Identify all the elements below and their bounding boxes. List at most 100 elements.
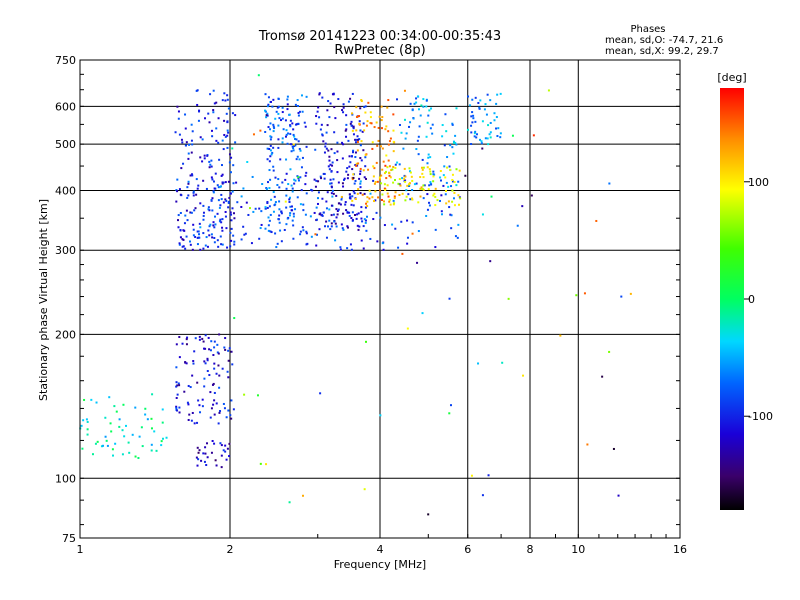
data-point	[445, 181, 448, 184]
data-point	[393, 197, 396, 200]
data-point	[209, 391, 212, 394]
data-point	[215, 464, 218, 467]
data-point	[114, 442, 117, 445]
data-point	[190, 139, 193, 142]
data-point	[331, 195, 334, 198]
data-point	[459, 197, 462, 200]
y-tick-label: 500	[55, 138, 76, 151]
data-point	[199, 136, 202, 139]
data-point	[381, 147, 384, 150]
data-point	[207, 112, 210, 115]
data-point	[388, 174, 391, 177]
data-point	[442, 184, 445, 187]
data-point	[358, 115, 361, 118]
data-point	[299, 176, 302, 179]
data-point	[342, 143, 345, 146]
data-point	[82, 419, 85, 422]
data-point	[192, 190, 195, 193]
data-point	[351, 211, 354, 214]
data-point	[288, 501, 291, 504]
data-point	[232, 408, 235, 411]
data-point	[283, 228, 286, 231]
data-point	[403, 118, 406, 121]
data-point	[448, 297, 451, 300]
data-point	[330, 182, 333, 185]
data-point	[198, 335, 201, 338]
data-point	[285, 223, 288, 226]
data-point	[220, 243, 223, 246]
data-point	[240, 238, 243, 241]
data-point	[224, 348, 227, 351]
data-point	[95, 401, 98, 404]
data-point	[277, 146, 280, 149]
data-point	[337, 208, 340, 211]
data-point	[333, 220, 336, 223]
data-point	[451, 200, 454, 203]
data-point	[426, 193, 429, 196]
data-point	[406, 219, 409, 222]
data-point	[301, 156, 304, 159]
data-point	[294, 137, 297, 140]
data-point	[354, 141, 357, 144]
data-point	[401, 252, 404, 255]
data-point	[352, 149, 355, 152]
data-point	[192, 362, 195, 365]
data-point	[421, 172, 424, 175]
data-point	[346, 211, 349, 214]
data-point	[289, 124, 292, 127]
data-point	[197, 451, 200, 454]
data-point	[269, 149, 272, 152]
data-point	[356, 213, 359, 216]
data-point	[399, 184, 402, 187]
data-point	[432, 194, 435, 197]
y-tick-label: 300	[55, 244, 76, 257]
data-point	[205, 464, 208, 467]
data-point	[177, 214, 180, 217]
data-point	[289, 125, 292, 128]
data-point	[325, 207, 328, 210]
data-point	[314, 185, 317, 188]
data-point	[306, 242, 309, 245]
data-point	[386, 192, 389, 195]
data-point	[242, 187, 245, 190]
data-point	[213, 367, 216, 370]
data-point	[187, 180, 190, 183]
data-point	[330, 148, 333, 151]
data-point	[365, 229, 368, 232]
data-point	[218, 158, 221, 161]
data-point	[289, 132, 292, 135]
data-point	[364, 105, 367, 108]
data-point	[369, 111, 372, 114]
data-point	[288, 113, 291, 116]
data-point	[501, 361, 504, 364]
data-point	[261, 183, 264, 186]
data-point	[208, 209, 211, 212]
data-point	[383, 203, 386, 206]
data-point	[421, 312, 424, 315]
data-point	[227, 200, 230, 203]
data-point	[192, 234, 195, 237]
data-point	[269, 138, 272, 141]
colorbar-tick-label: -100	[748, 410, 773, 423]
data-point	[292, 147, 295, 150]
data-point	[128, 451, 131, 454]
data-point	[444, 113, 447, 116]
data-point	[392, 129, 395, 132]
data-point	[155, 449, 158, 452]
data-point	[302, 229, 305, 232]
data-point	[358, 177, 361, 180]
data-point	[202, 218, 205, 221]
data-point	[489, 260, 492, 263]
data-point	[370, 122, 373, 125]
data-point	[427, 114, 430, 117]
data-point	[418, 108, 421, 111]
data-point	[227, 131, 230, 134]
data-point	[449, 144, 452, 147]
data-point	[321, 197, 324, 200]
data-point	[300, 189, 303, 192]
data-point	[86, 420, 89, 423]
data-point	[204, 334, 207, 337]
data-point	[351, 195, 354, 198]
data-point	[187, 194, 190, 197]
data-point	[302, 209, 305, 212]
